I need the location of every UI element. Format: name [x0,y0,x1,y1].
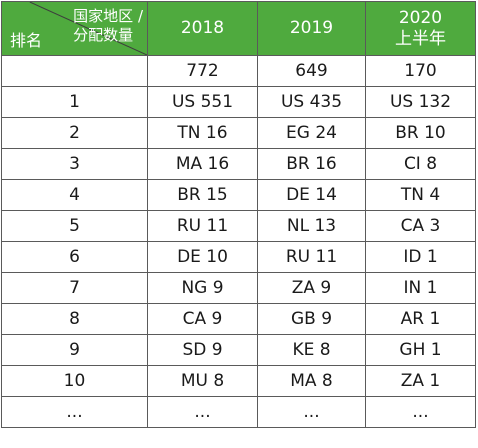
totals-row: 772 649 170 [1,55,476,87]
value-2020-cell: CI 8 [365,148,476,180]
value-2018-cell: US 551 [147,86,258,118]
table-row: 9 SD 9 KE 8 GH 1 [1,334,476,366]
table-row: 6 DE 10 RU 11 ID 1 [1,241,476,273]
value-2019-cell: DE 14 [257,179,366,211]
table-row: 5 RU 11 NL 13 CA 3 [1,210,476,242]
totals-rank-cell [1,55,148,87]
rank-cell: 2 [1,117,148,149]
value-2018-cell: TN 16 [147,117,258,149]
value-2018-cell: ... [147,396,258,428]
value-2020-cell: ... [365,396,476,428]
value-2019-cell: ... [257,396,366,428]
rank-cell: 7 [1,272,148,304]
value-2018-cell: CA 9 [147,303,258,335]
table-row: 3 MA 16 BR 16 CI 8 [1,148,476,180]
value-2019-cell: BR 16 [257,148,366,180]
value-2020-cell: ZA 1 [365,365,476,397]
value-2019-cell: MA 8 [257,365,366,397]
rank-cell: 9 [1,334,148,366]
col-header-2020-line2: 上半年 [395,28,446,49]
col-header-2020-line1: 2020 [398,7,443,28]
table-row: 4 BR 15 DE 14 TN 4 [1,179,476,211]
rank-cell: 5 [1,210,148,242]
value-2018-cell: RU 11 [147,210,258,242]
value-2018-cell: NG 9 [147,272,258,304]
value-2020-cell: BR 10 [365,117,476,149]
rank-cell: 1 [1,86,148,118]
ranking-table: 国家地区 / 分配数量 排名 2018 2019 2020 上半年 772 64… [1,1,476,428]
value-2020-cell: AR 1 [365,303,476,335]
country-quantity-label: 国家地区 / 分配数量 [73,7,143,45]
rank-cell: 4 [1,179,148,211]
value-2018-cell: BR 15 [147,179,258,211]
value-2020-cell: TN 4 [365,179,476,211]
value-2018-cell: DE 10 [147,241,258,273]
value-2020-cell: IN 1 [365,272,476,304]
value-2020-cell: ID 1 [365,241,476,273]
country-label-line2: 分配数量 [73,26,134,44]
value-2020-cell: GH 1 [365,334,476,366]
table-body: 772 649 170 1 US 551 US 435 US 132 2 TN 16 EG … [1,55,476,428]
col-header-2019: 2019 [257,1,366,56]
table-row: 2 TN 16 EG 24 BR 10 [1,117,476,149]
table-row: ............ [1,396,476,428]
corner-header-cell: 国家地区 / 分配数量 排名 [1,1,148,56]
header-row: 国家地区 / 分配数量 排名 2018 2019 2020 上半年 [1,1,476,56]
diagonal-divider [29,2,147,55]
totals-2020-cell: 170 [365,55,476,87]
value-2018-cell: MU 8 [147,365,258,397]
totals-2018-cell: 772 [147,55,258,87]
value-2019-cell: US 435 [257,86,366,118]
table-header: 国家地区 / 分配数量 排名 2018 2019 2020 上半年 [1,1,476,56]
rank-cell: ... [1,396,148,428]
col-header-2018: 2018 [147,1,258,56]
value-2019-cell: ZA 9 [257,272,366,304]
country-label-line1: 国家地区 / [73,7,143,25]
value-2019-cell: GB 9 [257,303,366,335]
table-row: 7 NG 9 ZA 9 IN 1 [1,272,476,304]
value-2020-cell: CA 3 [365,210,476,242]
table-row: 8 CA 9 GB 9 AR 1 [1,303,476,335]
col-header-2020-h1: 2020 上半年 [365,1,476,56]
rank-cell: 6 [1,241,148,273]
value-2019-cell: RU 11 [257,241,366,273]
value-2019-cell: EG 24 [257,117,366,149]
value-2018-cell: MA 16 [147,148,258,180]
value-2019-cell: NL 13 [257,210,366,242]
table-row: 1 US 551 US 435 US 132 [1,86,476,118]
totals-2019-cell: 649 [257,55,366,87]
value-2019-cell: KE 8 [257,334,366,366]
rank-cell: 8 [1,303,148,335]
value-2018-cell: SD 9 [147,334,258,366]
rank-cell: 3 [1,148,148,180]
rank-label: 排名 [10,31,43,50]
table-row: 10 MU 8 MA 8 ZA 1 [1,365,476,397]
value-2020-cell: US 132 [365,86,476,118]
rank-cell: 10 [1,365,148,397]
